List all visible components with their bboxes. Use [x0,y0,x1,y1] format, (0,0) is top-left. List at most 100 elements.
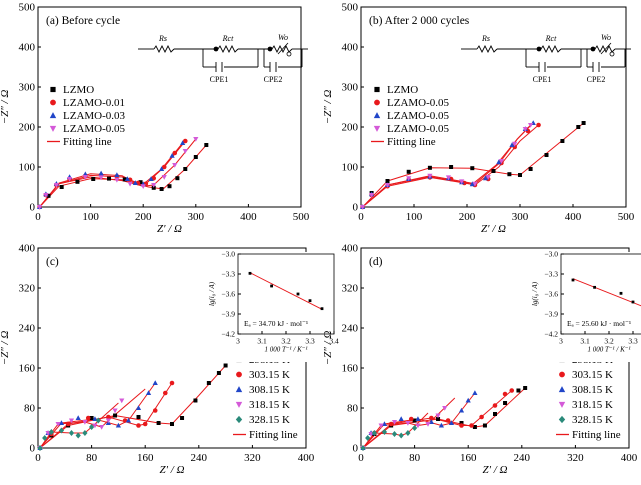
y-tick-label: 240 [19,323,36,335]
x-tick-label: 3.2 [604,337,614,346]
data-point [436,417,441,421]
activation-energy-label: Eₐ = 25.60 kJ · mol⁻¹ [567,319,631,328]
legend-label: Fitting line [387,136,436,148]
data-point [544,153,549,157]
panel-label: (a) Before cycle [46,15,120,27]
data-point [161,164,167,170]
cpe-gap [539,62,547,72]
y-tick-label: 300 [342,82,359,94]
circuit-label: Wo [278,33,288,42]
data-point [507,172,512,177]
x-tick-label: 3.3 [305,337,315,346]
data-point [107,176,112,181]
data-point [68,430,75,436]
cpe-gap [216,62,224,72]
warburg-element [271,44,293,54]
data-point [91,177,96,181]
inset-data-point [248,271,252,275]
data-point [412,418,417,423]
data-point [359,205,366,210]
data-point [142,421,148,427]
y-tick-label: −4.2 [544,330,558,339]
inset-data-point [593,285,596,289]
data-point [163,390,168,396]
data-point [37,445,43,451]
x-tick-label: 500 [293,211,310,223]
data-point [53,183,60,188]
inset-data-point [320,307,324,311]
legend-label: 303.15 K [572,369,613,381]
legend-label: LZAMO-0.05 [387,123,450,135]
y-tick-label: −3.0 [544,250,558,259]
data-point [442,406,448,411]
data-point [498,159,505,164]
legend-label: LZMO [387,84,418,96]
data-point [472,390,478,395]
data-point [509,388,515,393]
x-tick-label: 500 [618,211,635,223]
legend-marker [559,371,565,378]
circuit-label: Rs [158,34,167,43]
data-point [388,421,394,427]
legend-label: 303.15 K [249,369,290,381]
x-tick-label: 3.1 [580,337,590,346]
data-point [172,150,178,156]
x-tick-label: 160 [137,452,154,464]
data-point [408,416,414,422]
data-point [85,415,91,421]
legend-marker [49,112,57,119]
plot-frame [37,6,302,208]
legend-marker [236,371,242,378]
data-point [496,159,502,165]
fitting-line [39,402,119,449]
legend-marker [235,401,243,408]
data-point [169,380,175,386]
legend-label: LZAMO-0.01 [63,97,125,109]
data-point [448,420,455,425]
circuit-label: Rs [481,34,490,43]
data-point [581,121,586,125]
y-tick-label: 400 [342,243,359,255]
circuit-node [536,46,542,52]
data-point [170,422,174,426]
data-point [180,140,186,145]
x-axis-label: Z′ / Ω [159,464,184,476]
circuit-label: CPE1 [210,75,229,84]
legend-marker [373,125,381,132]
data-point [459,423,464,428]
x-axis-label: Z′ / Ω [482,464,507,476]
data-point [523,386,528,390]
legend-label: LZAMO-0.05 [387,110,450,122]
x-axis-label: 1 000 T⁻¹ / K⁻¹ [264,346,307,354]
y-tick-label: 0 [353,443,359,455]
x-tick-label: 3.4 [329,337,339,346]
y-tick-label: 0 [30,202,36,214]
legend-marker [558,386,566,393]
fitting-line [39,140,186,208]
x-axis-label: 1 000 T⁻¹ / K⁻¹ [587,346,630,354]
circuit-wire [277,42,289,55]
data-point [89,424,95,430]
data-point [369,193,375,198]
data-point [98,170,104,176]
x-tick-label: 0 [358,452,364,464]
data-point [75,432,81,439]
inset-fit-line [249,272,323,310]
y-tick-label: 240 [342,323,359,335]
resistor-rs [476,44,498,54]
data-point [82,175,88,180]
legend-marker [558,415,566,424]
chart-panel-3: 0 80 160 240 320 400 0 80 160 240 320 400 Z′ / Ω −Z″ … [322,243,641,476]
data-point [92,416,98,421]
legend-label: Fitting line [63,136,112,148]
x-tick-label: 240 [514,452,531,464]
circuit-node [590,46,596,52]
data-point [472,181,478,187]
data-point [427,173,433,179]
x-tick-label: 400 [565,211,582,223]
legend-marker [49,125,57,132]
y-tick-label: 400 [19,42,36,54]
data-point [465,397,471,403]
warburg-element [594,44,616,54]
